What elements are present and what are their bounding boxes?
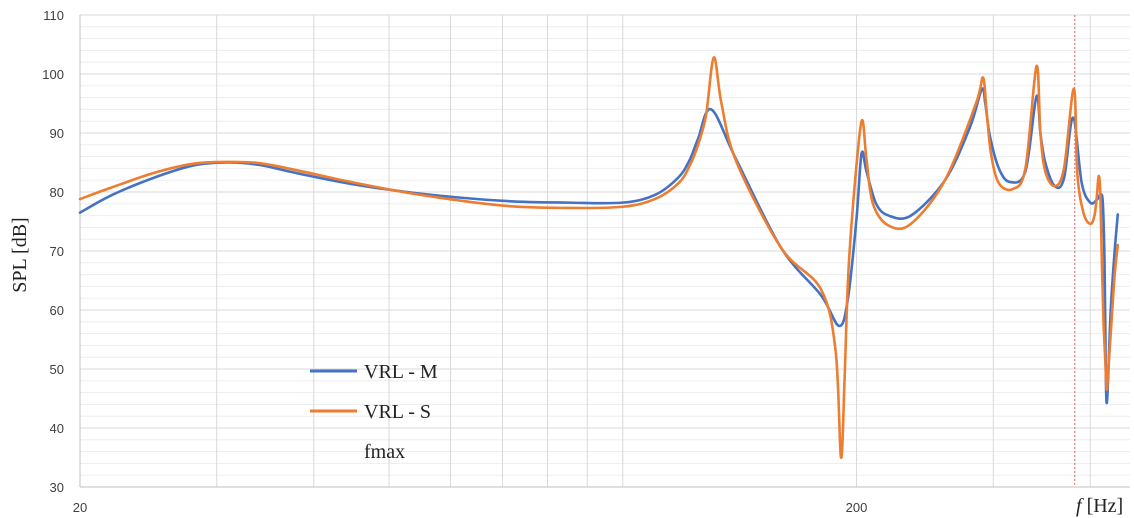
y-tick-label: 40 <box>50 421 64 436</box>
series-line-vrl-s <box>78 56 1120 459</box>
series-line-vrl-m <box>78 87 1120 405</box>
y-tick-label: 80 <box>50 185 64 200</box>
y-tick-label: 30 <box>50 480 64 495</box>
x-axis-label-italic: f <box>1076 495 1084 517</box>
x-axis-label: f [Hz] <box>1076 495 1123 517</box>
legend-label-fmax: fmax <box>364 441 405 463</box>
tick-labels: 30 40 50 60 70 80 90 100 110 20 200 <box>42 8 867 515</box>
series-group <box>78 56 1120 459</box>
x-tick-label: 20 <box>73 500 87 515</box>
legend: VRL - M VRL - S fmax <box>310 361 438 463</box>
y-tick-label: 70 <box>50 244 64 259</box>
y-tick-label: 100 <box>42 67 64 82</box>
y-tick-label: 60 <box>50 303 64 318</box>
y-axis-label: SPL [dB] <box>9 217 31 292</box>
y-tick-label: 110 <box>43 8 64 23</box>
legend-label-vrl-m: VRL - M <box>364 361 438 383</box>
y-tick-label: 50 <box>50 362 64 377</box>
x-tick-label: 200 <box>846 500 868 515</box>
grid <box>79 14 1130 488</box>
legend-label-vrl-s: VRL - S <box>364 401 431 423</box>
x-axis-label-rest: [Hz] <box>1082 495 1124 517</box>
y-tick-label: 90 <box>50 126 64 141</box>
